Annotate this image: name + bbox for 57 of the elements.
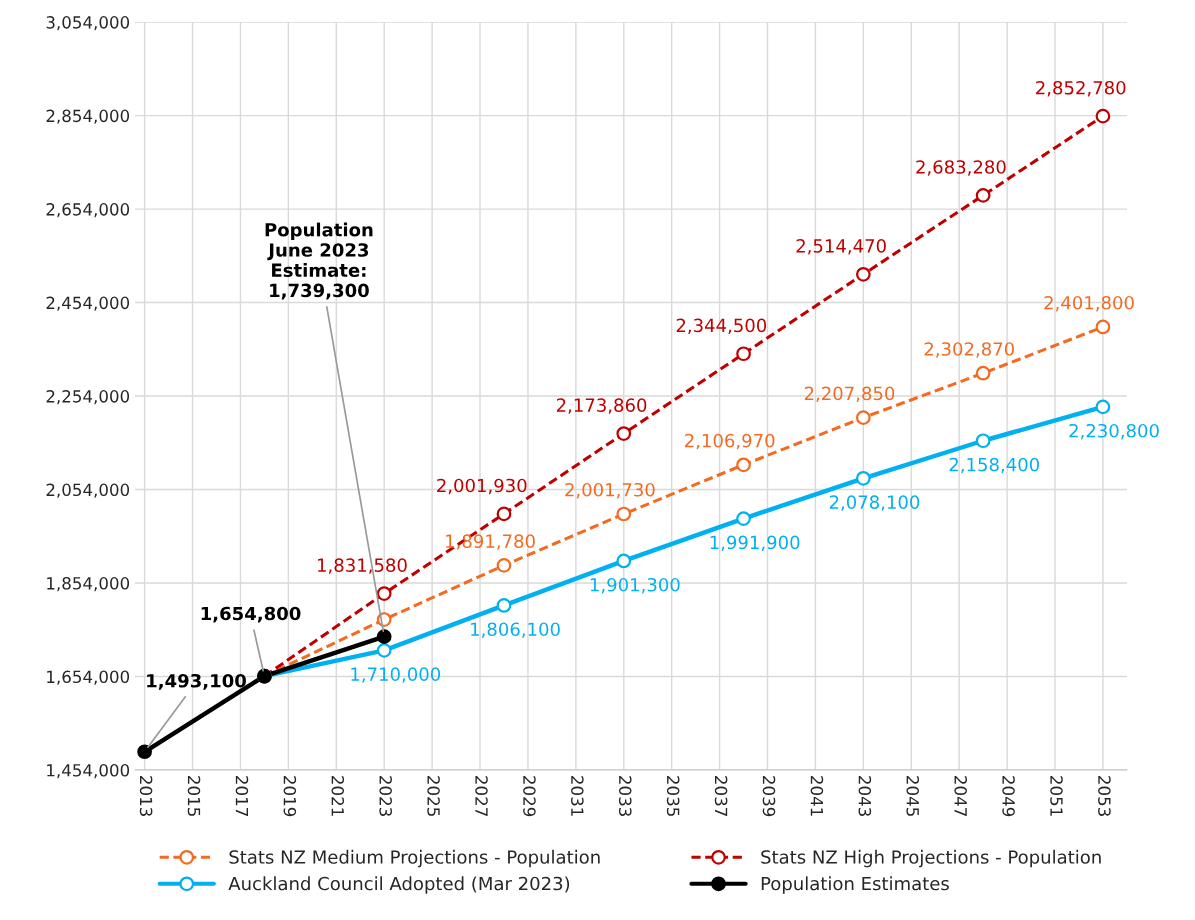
- x-tick-label: 2033: [618, 776, 632, 816]
- data-label: 2,514,470: [796, 239, 886, 255]
- data-label: 2,001,730: [565, 482, 655, 499]
- data-label: 2,001,930: [437, 478, 527, 495]
- x-tick-label: 2053: [1098, 776, 1111, 816]
- x-tick-label: 2045: [906, 776, 920, 816]
- data-label: 2,683,280: [916, 160, 1006, 176]
- data-label: 1,891,780: [446, 534, 535, 550]
- y-tick-label: 2,054,000: [46, 483, 130, 498]
- legend-label: Population Estimates: [761, 876, 949, 894]
- legend-label: Auckland Council Adopted (Mar 2023): [228, 876, 570, 894]
- data-label: 1,901,300: [590, 577, 680, 594]
- data-label: 2,078,100: [829, 495, 920, 511]
- annotation: 1,654,800: [201, 606, 301, 623]
- x-tick-label: 2025: [427, 776, 440, 816]
- x-tick-label: 2049: [1002, 776, 1015, 817]
- data-label: 1,831,580: [318, 558, 407, 574]
- annotation: Population June 2023 Estimate: 1,739,300: [265, 222, 373, 300]
- x-tick-label: 2037: [714, 776, 728, 816]
- y-tick-label: 1,854,000: [47, 577, 130, 592]
- x-tick-label: 2023: [379, 776, 392, 816]
- y-tick-label: 2,454,000: [46, 296, 130, 311]
- x-tick-label: 2017: [235, 776, 249, 816]
- data-label: 2,401,800: [1044, 295, 1134, 312]
- y-tick-label: 2,854,000: [46, 109, 130, 124]
- legend-label: Stats NZ High Projections - Population: [761, 849, 1101, 868]
- data-label: 2,207,850: [804, 386, 895, 403]
- data-label: 2,230,800: [1069, 423, 1159, 440]
- x-tick-label: 2019: [283, 776, 297, 817]
- x-tick-label: 2043: [858, 776, 872, 816]
- x-tick-label: 2031: [571, 776, 584, 816]
- data-label: 2,173,860: [556, 398, 647, 414]
- data-label: 1,991,900: [710, 535, 800, 552]
- y-tick-label: 2,254,000: [46, 390, 130, 405]
- x-tick-label: 2021: [331, 776, 345, 816]
- x-tick-label: 2051: [1050, 776, 1063, 816]
- data-label: 2,106,970: [685, 433, 775, 450]
- data-label: 2,158,400: [949, 457, 1039, 474]
- data-label: 2,344,500: [676, 318, 767, 335]
- data-label: 1,710,000: [351, 667, 441, 683]
- legend-label: Stats NZ Medium Projections - Population: [229, 849, 600, 868]
- x-tick-label: 2035: [666, 776, 680, 816]
- x-tick-label: 2041: [810, 776, 824, 816]
- data-label: 2,852,780: [1036, 80, 1126, 97]
- annotation: 1,493,100: [147, 673, 246, 690]
- x-tick-label: 2029: [523, 776, 536, 817]
- y-tick-label: 3,054,000: [46, 16, 130, 31]
- data-label: 1,806,100: [471, 622, 560, 638]
- x-tick-label: 2047: [954, 776, 967, 816]
- x-tick-label: 2039: [762, 776, 776, 817]
- y-tick-label: 1,654,000: [47, 670, 130, 685]
- x-tick-label: 2015: [187, 776, 201, 816]
- y-tick-label: 2,654,000: [46, 203, 130, 218]
- x-tick-label: 2013: [139, 776, 153, 816]
- data-label: 2,302,870: [924, 342, 1014, 358]
- y-tick-label: 1,454,000: [47, 764, 130, 779]
- x-tick-label: 2027: [475, 776, 488, 816]
